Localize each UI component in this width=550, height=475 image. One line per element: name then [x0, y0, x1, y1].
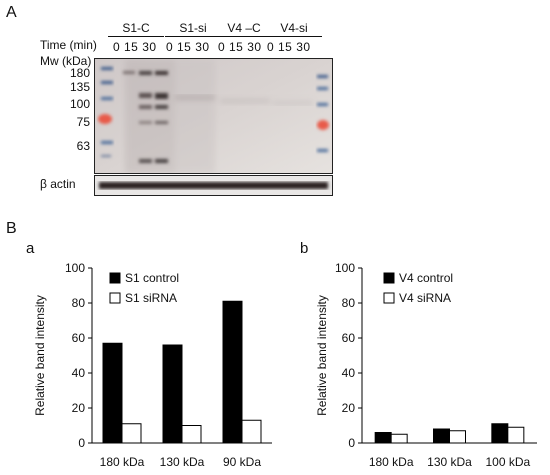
x-category-label: 90 kDa — [223, 455, 261, 469]
mw-axis-label: Mw (kDa) — [40, 54, 92, 68]
panel-letter-b: B — [6, 220, 17, 237]
time-axis-label: Time (min) — [40, 38, 97, 52]
y-tick-label: 20 — [342, 401, 356, 415]
y-tick-label: 0 — [78, 436, 85, 450]
bar-control — [433, 428, 450, 444]
bar-control — [222, 300, 243, 444]
bar-chart-s1: 0 20 40 60 80 100 Relative band intensity 180 k… — [33, 261, 272, 469]
y-tick-label: 100 — [65, 261, 85, 275]
lane-group-underline — [266, 36, 322, 37]
y-axis-title: Relative band intensity — [315, 295, 329, 416]
actin-blot-image — [94, 175, 333, 196]
bar-sirna — [181, 425, 202, 444]
time-points-v4-si: 0 15 30 — [267, 40, 311, 54]
bar-sirna — [507, 426, 525, 444]
bar-control — [162, 344, 183, 444]
subpanel-letter-b: b — [300, 240, 309, 257]
y-tick-label: 60 — [342, 331, 356, 345]
legend-swatch — [109, 292, 121, 304]
bar-sirna — [241, 419, 262, 444]
panel-letter-a: A — [6, 4, 17, 21]
x-category-label: 130 kDa — [160, 455, 205, 469]
western-blot-drawing — [95, 59, 332, 173]
lane-group-underline — [108, 36, 164, 37]
mw-marker-63: 63 — [76, 139, 90, 153]
lane-group-label: S1-si — [179, 21, 207, 35]
legend-label: S1 siRNA — [125, 291, 177, 305]
bar-control — [491, 423, 509, 444]
lane-group-label: S1-C — [122, 21, 150, 35]
y-tick-label: 40 — [72, 366, 86, 380]
lane-group-label: V4-si — [280, 21, 308, 35]
mw-marker-75: 75 — [76, 115, 90, 129]
bar-control — [102, 342, 123, 444]
bar-sirna — [390, 433, 408, 444]
beta-actin-label: β actin — [40, 177, 76, 191]
mw-marker-180: 180 — [69, 66, 90, 80]
lane-group-label: V4 –C — [227, 21, 261, 35]
western-blot-image — [94, 58, 333, 174]
subpanel-letter-a: a — [26, 240, 35, 257]
lane-group-v4-c: V4 –C — [216, 21, 272, 37]
x-category-label: 180 kDa — [369, 455, 414, 469]
time-points-v4-c: 0 15 30 — [218, 40, 262, 54]
y-axis-title: Relative band intensity — [33, 295, 47, 416]
y-tick-label: 60 — [72, 331, 86, 345]
y-tick-label: 100 — [335, 261, 355, 275]
bar-chart-v4: 0 20 40 60 80 100 Relative band intensity 180 k… — [315, 261, 537, 469]
x-category-label: 100 kDa — [485, 455, 530, 469]
bar-control — [374, 432, 392, 444]
mw-marker-100: 100 — [69, 97, 90, 111]
y-tick-label: 80 — [72, 296, 86, 310]
y-tick-label: 20 — [72, 401, 86, 415]
time-points-s1-si: 0 15 30 — [166, 40, 210, 54]
legend-swatch — [383, 272, 395, 284]
legend-label: V4 control — [399, 271, 453, 285]
y-tick-label: 40 — [342, 366, 356, 380]
bar-sirna — [449, 430, 466, 444]
lane-group-underline — [216, 36, 272, 37]
x-category-label: 130 kDa — [427, 455, 472, 469]
lane-group-s1-c: S1-C — [108, 21, 164, 37]
lane-group-s1-si: S1-si — [165, 21, 221, 37]
actin-blot-drawing — [95, 176, 332, 195]
time-points-s1-c: 0 15 30 — [113, 40, 157, 54]
legend-label: V4 siRNA — [399, 291, 451, 305]
legend-label: S1 control — [125, 271, 179, 285]
mw-marker-135: 135 — [69, 80, 90, 94]
legend-swatch — [109, 272, 121, 284]
x-category-label: 180 kDa — [100, 455, 145, 469]
y-tick-label: 80 — [342, 296, 356, 310]
legend-swatch — [383, 292, 395, 304]
bar-sirna — [121, 423, 142, 444]
lane-group-underline — [165, 36, 221, 37]
lane-group-v4-si: V4-si — [266, 21, 322, 37]
y-tick-label: 0 — [348, 436, 355, 450]
